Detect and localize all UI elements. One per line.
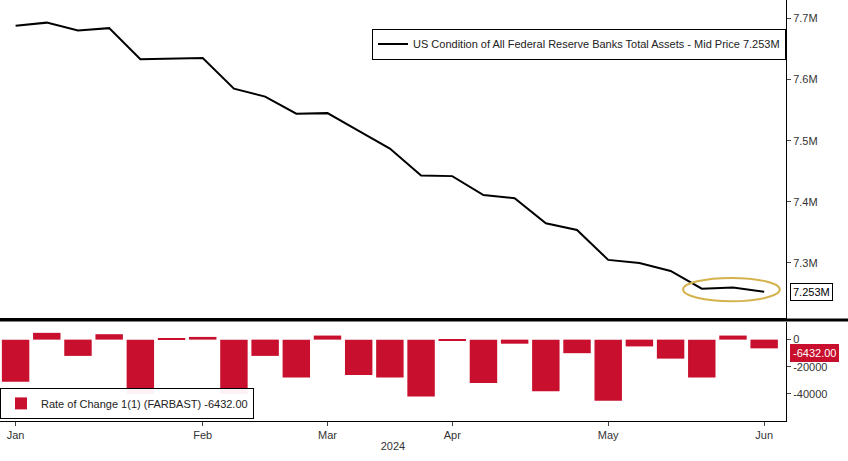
svg-text:-40000: -40000 xyxy=(793,388,827,400)
svg-text:Jan: Jan xyxy=(7,429,25,441)
svg-text:Jun: Jun xyxy=(755,429,773,441)
svg-text:7.3M: 7.3M xyxy=(793,257,817,269)
svg-text:May: May xyxy=(598,429,619,441)
svg-text:Apr: Apr xyxy=(444,429,461,441)
svg-text:Rate of Change 1(1) (FARBAST): Rate of Change 1(1) (FARBAST) -6432.00 xyxy=(41,398,248,410)
svg-text:7.253M: 7.253M xyxy=(793,286,830,298)
svg-text:7.4M: 7.4M xyxy=(793,196,817,208)
svg-text:-6432.00: -6432.00 xyxy=(793,347,836,359)
svg-text:0: 0 xyxy=(793,333,799,345)
svg-text:7.5M: 7.5M xyxy=(793,135,817,147)
svg-text:Mar: Mar xyxy=(318,429,337,441)
svg-text:7.6M: 7.6M xyxy=(793,73,817,85)
svg-text:2024: 2024 xyxy=(381,440,405,452)
svg-text:7.7M: 7.7M xyxy=(793,12,817,24)
svg-text:-20000: -20000 xyxy=(793,361,827,373)
svg-text:US Condition of All Federal Re: US Condition of All Federal Reserve Bank… xyxy=(413,38,780,50)
svg-text:Feb: Feb xyxy=(193,429,212,441)
